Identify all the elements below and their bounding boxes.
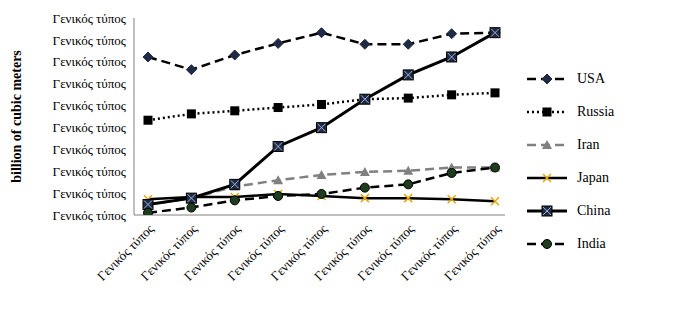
html-text:China: China <box>577 203 611 218</box>
svg-text:Γενικός τύπος: Γενικός τύπος <box>441 220 504 283</box>
svg-text:Γενικός τύπος: Γενικός τύπος <box>311 221 374 284</box>
svg-text:Γενικός τύπος: Γενικός τύπος <box>53 120 127 135</box>
svg-text:Γενικός τύπος: Γενικός τύπος <box>267 221 331 284</box>
svg-text:Γενικός τύπος: Γενικός τύπος <box>53 54 127 69</box>
html-text:India: India <box>577 236 606 251</box>
svg-text:Γενικός τύπος: Γενικός τύπος <box>354 221 417 284</box>
html-text:Japan: Japan <box>577 170 609 185</box>
svg-text:Γενικός τύπος: Γενικός τύπος <box>137 221 200 284</box>
svg-text:Γενικός τύπος: Γενικός τύπος <box>224 221 287 284</box>
svg-text:Γενικός τύπος: Γενικός τύπος <box>180 221 244 284</box>
svg-text:Γενικός τύπος: Γενικός τύπος <box>53 164 127 179</box>
svg-text:Γενικός τύπος: Γενικός τύπος <box>53 76 127 91</box>
svg-text:Γενικός τύπος: Γενικός τύπος <box>53 186 127 201</box>
svg-text:Γενικός τύπος: Γενικός τύπος <box>53 33 127 48</box>
html-text:USA: USA <box>577 71 605 86</box>
svg-text:billion of cubic meters: billion of cubic meters <box>9 50 24 183</box>
svg-text:Γενικός τύπος: Γενικός τύπος <box>53 98 127 113</box>
svg-text:Γενικός τύπος: Γενικός τύπος <box>94 221 157 284</box>
svg-text:Γενικός τύπος: Γενικός τύπος <box>53 142 127 157</box>
html-text:Iran: Iran <box>577 137 600 152</box>
svg-text:Γενικός τύπος: Γενικός τύπος <box>53 11 127 26</box>
html-text:Russia: Russia <box>577 104 615 119</box>
svg-text:Γενικός τύπος: Γενικός τύπος <box>397 221 461 284</box>
svg-text:Γενικός τύπος: Γενικός τύπος <box>53 208 127 223</box>
